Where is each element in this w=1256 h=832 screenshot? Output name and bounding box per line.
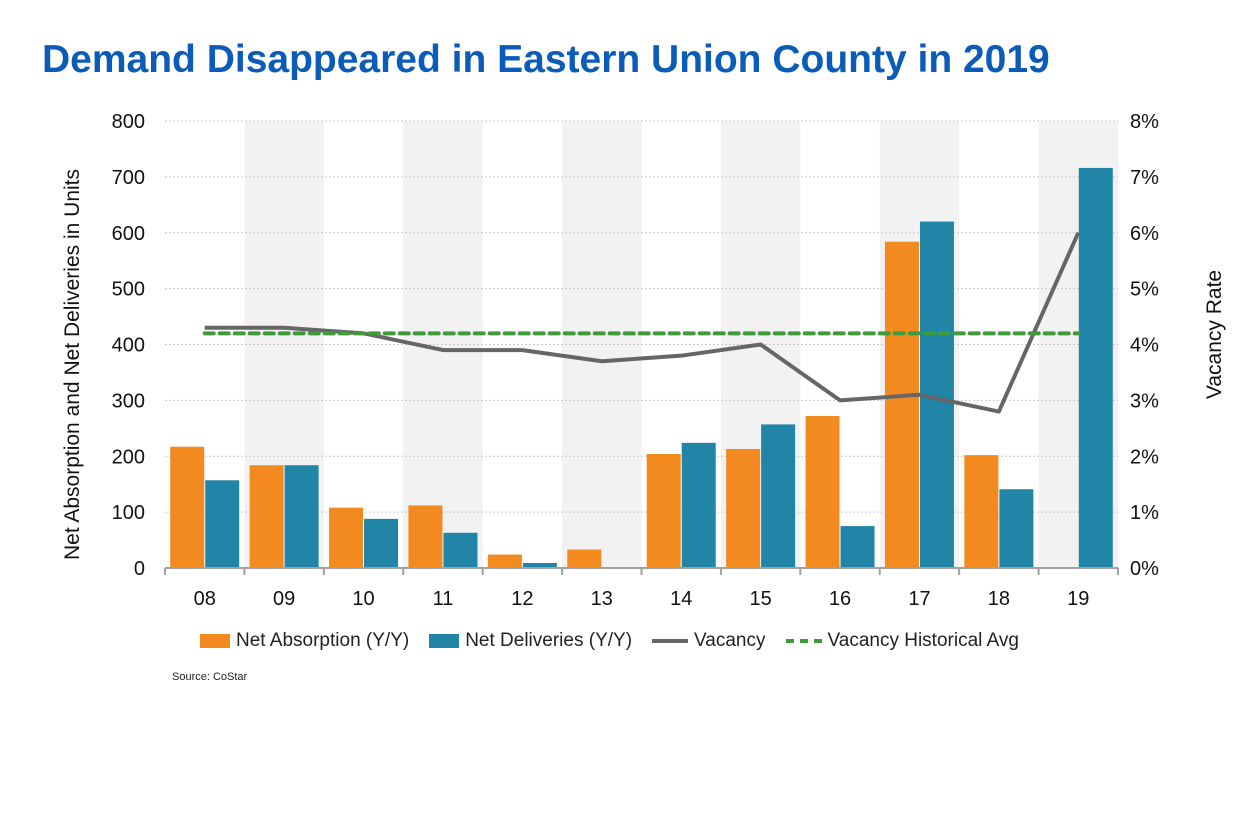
legend-item-vacancy-historical-avg: Vacancy Historical Avg [785,630,1020,652]
legend-label: Vacancy [694,630,766,651]
legend: Net Absorption (Y/Y) Net Deliveries (Y/Y… [200,630,1019,652]
source-note: Source: CoStar [172,671,248,683]
y2-tick-label: 0% [1130,558,1159,580]
y-tick-label: 800 [112,111,145,133]
y-tick-label: 200 [112,446,145,468]
bar-absorption [726,448,761,568]
x-tick-label: 09 [273,588,295,610]
bar-absorption [646,454,681,568]
bar-absorption [567,549,602,568]
y2-axis-label: Vacancy Rate [1203,270,1226,399]
x-tick-label: 15 [750,588,772,610]
chart-title: Demand Disappeared in Eastern Union Coun… [42,38,1050,81]
x-tick-label: 14 [670,588,692,610]
y-tick-label: 300 [112,390,145,412]
bar-deliveries [284,465,319,568]
legend-dashed-line [785,639,822,643]
bar-absorption [249,465,284,568]
bar-absorption [964,455,999,568]
x-tick-label: 18 [988,588,1010,610]
bar-deliveries [522,562,557,568]
y-tick-label: 600 [112,223,145,245]
y2-tick-label: 2% [1130,446,1159,468]
bar-absorption [884,241,919,568]
bar-absorption [487,554,522,568]
x-tick-label: 17 [908,588,930,610]
legend-line [652,639,689,643]
bar-deliveries [681,442,716,568]
legend-item-net-deliveries: Net Deliveries (Y/Y) [429,630,632,652]
x-tick-label: 10 [352,588,374,610]
y2-tick-label: 3% [1130,390,1159,412]
legend-item-net-absorption: Net Absorption (Y/Y) [200,630,409,652]
y2-tick-label: 6% [1130,223,1159,245]
y-tick-label: 400 [112,335,145,357]
y2-tick-label: 5% [1130,279,1159,301]
y2-tick-label: 1% [1130,502,1159,524]
y-axis-label: Net Absorption and Net Deliveries in Uni… [61,169,84,560]
bar-deliveries [443,532,478,568]
bar-deliveries [999,489,1034,568]
x-tick-label: 08 [194,588,216,610]
bar-deliveries [840,526,875,568]
bar-absorption [805,416,840,568]
bar-absorption [408,505,443,568]
x-tick-label: 19 [1067,588,1089,610]
y-tick-label: 700 [112,167,145,189]
bar-deliveries [1078,167,1113,568]
bar-deliveries [364,518,399,568]
legend-label: Net Absorption (Y/Y) [236,630,410,651]
y2-tick-label: 7% [1130,167,1159,189]
legend-label: Vacancy Historical Avg [827,630,1020,651]
x-tick-label: 16 [829,588,851,610]
y-tick-label: 500 [112,279,145,301]
legend-item-vacancy: Vacancy [652,630,766,652]
y2-tick-label: 4% [1130,335,1159,357]
bar-absorption [170,446,205,568]
bar-absorption [329,507,364,568]
x-tick-label: 12 [511,588,533,610]
legend-swatch [429,634,460,648]
y2-tick-label: 8% [1130,111,1159,133]
x-tick-label: 11 [433,588,454,610]
x-tick-label: 13 [591,588,613,610]
bar-deliveries [205,480,240,568]
legend-swatch [200,634,230,648]
y-tick-label: 100 [112,502,145,524]
y-tick-label: 0 [134,558,145,580]
legend-label: Net Deliveries (Y/Y) [465,630,633,651]
bar-deliveries [761,424,796,568]
